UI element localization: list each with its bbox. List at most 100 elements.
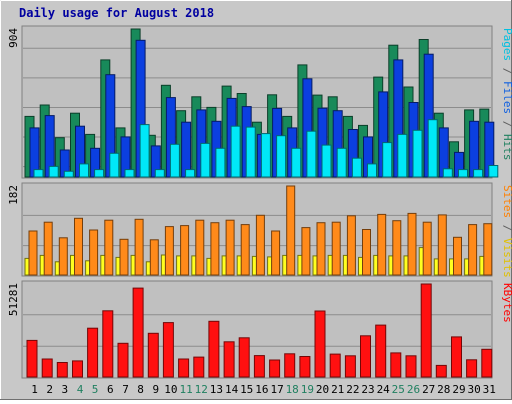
side-legend-entry: Visits	[501, 238, 512, 278]
side-legend-entry: /	[501, 218, 512, 238]
x-tick-label: 11	[179, 383, 192, 396]
x-tick-label: 6	[107, 383, 114, 396]
kbytes-bar-kbytes	[132, 287, 144, 378]
kbytes-bar-kbytes	[208, 320, 220, 378]
x-tick-label: 23	[361, 383, 374, 396]
x-tick-label: 5	[92, 383, 99, 396]
x-tick-label: 26	[407, 383, 420, 396]
sites-bar-sites	[392, 220, 402, 276]
sites-bar-sites	[316, 222, 326, 276]
x-tick-label: 28	[437, 383, 450, 396]
hits-bar-pages	[397, 133, 408, 178]
kbytes-bar-kbytes	[451, 336, 462, 378]
sites-bar-sites	[119, 238, 129, 276]
sites-bar-sites	[377, 213, 387, 276]
kbytes-bar-kbytes	[435, 364, 447, 378]
kbytes-bar-kbytes	[466, 359, 478, 378]
kbytes-bar-kbytes	[41, 358, 53, 378]
x-tick-label: 12	[195, 383, 208, 396]
kbytes-bar-kbytes	[72, 360, 83, 378]
hits-bar-pages	[215, 147, 226, 178]
x-tick-label: 19	[301, 383, 314, 396]
hits-bar-pages	[321, 144, 332, 178]
hits-bar-files	[469, 120, 480, 178]
sites-bar-sites	[134, 218, 144, 276]
sites-bar-sites	[149, 239, 159, 276]
hits-bar-pages	[488, 165, 499, 178]
hits-bar-pages	[124, 169, 135, 178]
kbytes-bar-kbytes	[193, 356, 205, 378]
x-tick-label: 8	[137, 383, 144, 396]
kbytes-bar-kbytes	[360, 335, 371, 378]
x-tick-label: 31	[483, 383, 496, 396]
hits-bar-pages	[458, 169, 468, 178]
side-legend-entry: Hits	[501, 134, 512, 161]
side-legend-entry: Pages	[501, 28, 512, 61]
x-tick-label: 24	[377, 383, 391, 396]
sites-bar-sites	[331, 221, 341, 276]
hits-bar-pages	[200, 142, 211, 178]
side-legend-entry: /	[501, 114, 512, 134]
sites-bar-sites	[468, 224, 478, 276]
hits-bar-pages	[367, 163, 377, 178]
hits-bar-pages	[427, 119, 438, 178]
kbytes-bar-kbytes	[162, 322, 174, 378]
sites-bar-sites	[346, 215, 356, 276]
sites-bar-sites	[483, 223, 493, 276]
sites-bar-sites	[407, 212, 417, 276]
hits-bar-pages	[260, 133, 271, 178]
sites-bar-sites	[195, 219, 205, 276]
hits-bar-pages	[412, 129, 423, 178]
kbytes-bar-kbytes	[223, 341, 235, 378]
hits-bar-pages	[351, 157, 362, 178]
hits-bar-pages	[382, 142, 393, 178]
sites-bar-sites	[180, 225, 190, 276]
sites-bar-sites	[58, 237, 68, 276]
sites-bar-sites	[422, 221, 432, 276]
hits-bar-pages	[94, 169, 105, 178]
hits-bar-pages	[185, 169, 196, 178]
sites-bar-sites	[28, 230, 38, 276]
x-tick-label: 9	[152, 383, 159, 396]
hits-bar-pages	[109, 152, 120, 178]
side-legend-entry: /	[501, 61, 512, 81]
sites-bar-sites	[210, 222, 220, 276]
side-legend: Pages / Files / Hits	[501, 28, 512, 161]
side-legend: KBytes	[501, 283, 512, 323]
x-tick-label: 20	[316, 383, 329, 396]
hits-bar-pages	[230, 125, 241, 178]
x-tick-label: 7	[122, 383, 129, 396]
x-tick-label: 25	[392, 383, 405, 396]
kbytes-bar-kbytes	[314, 310, 326, 378]
x-tick-label: 2	[46, 383, 53, 396]
x-tick-label: 29	[452, 383, 465, 396]
x-tick-label: 10	[164, 383, 177, 396]
x-tick-label: 21	[331, 383, 344, 396]
sites-bar-sites	[255, 214, 265, 276]
side-legends: Pages / Files / Hits Sites / Visits KBytes	[501, 28, 512, 323]
x-tick-label: 30	[467, 383, 480, 396]
sites-bar-sites	[286, 185, 296, 276]
kbytes-bar-kbytes	[178, 358, 190, 378]
sites-bar-sites	[89, 229, 99, 276]
x-tick-label: 4	[77, 383, 84, 396]
kbytes-bar-kbytes	[420, 283, 432, 378]
hits-bar-pages	[169, 143, 180, 178]
hits-bar-pages	[306, 130, 317, 178]
side-legend-entry: Sites	[501, 185, 512, 218]
kbytes-bar-kbytes	[375, 324, 387, 378]
sites-panel-ymax-label: 182	[7, 185, 20, 205]
kbytes-bar-kbytes	[344, 355, 356, 378]
x-tick-label: 22	[346, 383, 359, 396]
sites-bar-sites	[104, 219, 114, 276]
kbytes-bar-kbytes	[117, 342, 129, 378]
hits-bar-pages	[473, 169, 484, 178]
kbytes-bar-kbytes	[481, 348, 493, 378]
hits-bar-pages	[154, 169, 165, 178]
x-tick-label: 17	[270, 383, 283, 396]
kbytes-bar-kbytes	[56, 362, 68, 378]
sites-bar-sites	[453, 236, 462, 276]
hits-bar-pages	[63, 170, 74, 178]
x-tick-label: 18	[286, 383, 299, 396]
